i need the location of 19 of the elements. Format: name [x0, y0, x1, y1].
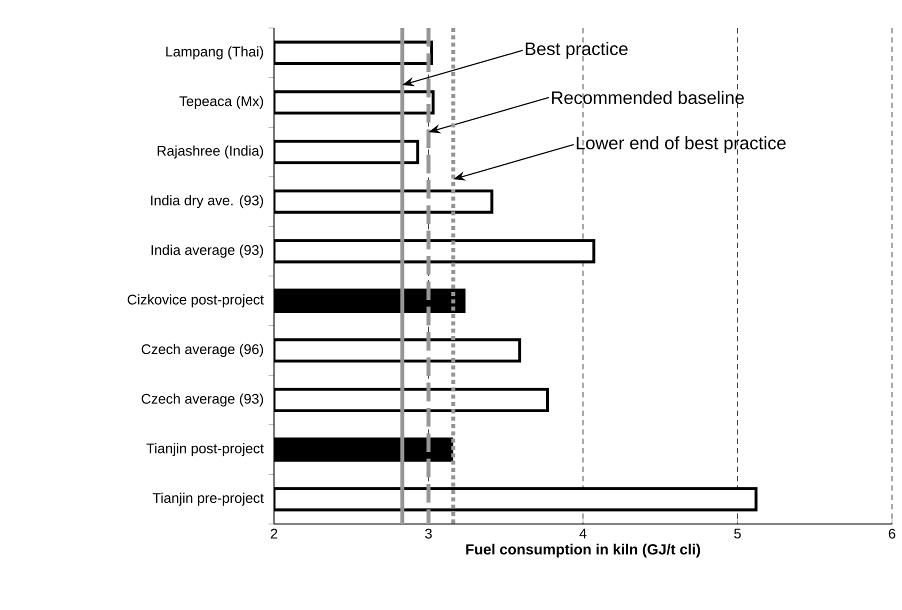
- y-tick-label: Czech average (93): [142, 393, 264, 407]
- ref-line-label: Lower end of best practice: [576, 136, 786, 153]
- y-tick-label: Tepeaca (Mx): [179, 96, 264, 109]
- y-tick-label: Czech average (96): [142, 344, 264, 357]
- x-tick-label: 2: [270, 528, 278, 538]
- y-tick-label: Cizkovice post-project: [128, 294, 264, 308]
- y-tick-label: India average (93): [152, 244, 264, 258]
- x-tick-label: 6: [888, 528, 896, 539]
- x-tick-label: 4: [579, 528, 586, 538]
- ref-line-label: Recommended baseline: [552, 90, 744, 104]
- x-tick-label: 3: [425, 528, 432, 539]
- ref-line-label: Best practice: [526, 42, 628, 59]
- y-tick-label: Lampang (Thai): [166, 46, 264, 60]
- y-tick-label: Tianjin pre-project: [152, 492, 264, 506]
- y-tick-label: Tianjin post-project: [146, 443, 264, 456]
- y-tick-label: India dry ave. (93): [151, 195, 264, 208]
- y-tick-label: Rajashree (India): [158, 145, 264, 159]
- x-axis-title: Fuel consumption in kiln (GJ/t cli): [466, 544, 700, 558]
- x-tick-label: 5: [734, 528, 741, 538]
